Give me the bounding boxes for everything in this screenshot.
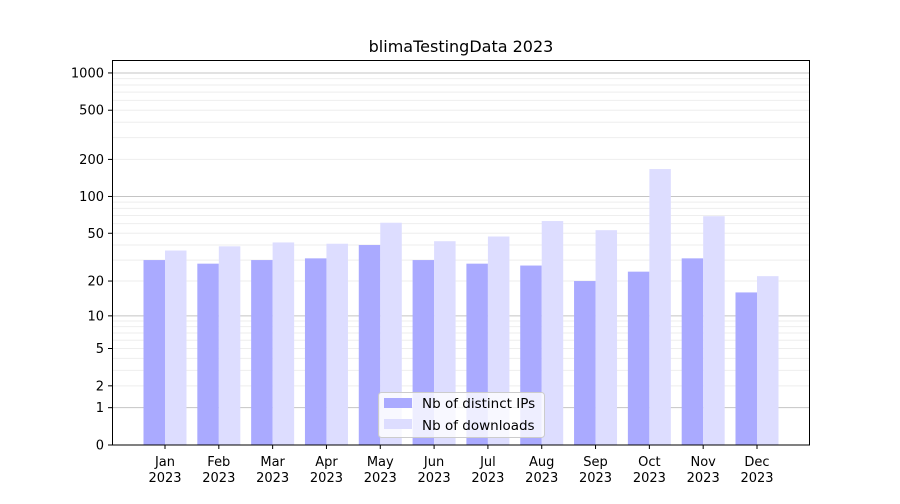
x-tick-label: 2023 (310, 471, 343, 486)
y-tick-label: 0 (96, 439, 104, 454)
y-tick-label: 1 (96, 401, 104, 416)
x-tick-label: Aug (529, 455, 554, 470)
bar-downloads (218, 246, 241, 445)
bar-downloads (272, 242, 295, 445)
bar-ips (197, 263, 219, 445)
x-tick-label: Sep (583, 455, 608, 470)
x-tick-label: 2023 (525, 471, 558, 486)
y-tick-label: 10 (87, 309, 104, 324)
x-tick-label: Mar (260, 455, 285, 470)
legend-swatch-downloads (384, 419, 412, 429)
legend-label-downloads: Nb of downloads (422, 418, 535, 434)
x-tick-label: 2023 (687, 471, 720, 486)
x-tick-label: Feb (207, 455, 230, 470)
x-tick-label: Oct (638, 455, 660, 470)
plot-frame (112, 60, 810, 446)
bar-ips (735, 292, 757, 445)
bar-downloads (326, 243, 348, 445)
bar-downloads (165, 250, 187, 445)
x-tick-label: Dec (744, 455, 769, 470)
y-tick-label: 50 (87, 227, 104, 242)
legend-label-ips: Nb of distinct IPs (422, 396, 535, 412)
x-axis: Jan2023Feb2023Mar2023Apr2023May2023Jun20… (148, 445, 774, 486)
bar-ips (627, 271, 650, 445)
legend-swatch-ips (384, 398, 412, 408)
chart-title: blimaTestingData 2023 (369, 37, 554, 56)
y-tick-label: 200 (79, 153, 104, 168)
x-tick-label: Nov (690, 455, 716, 470)
y-tick-label: 100 (79, 190, 104, 205)
legend-box (378, 392, 545, 438)
x-tick-label: 2023 (740, 471, 773, 486)
x-tick-label: Jan (154, 455, 175, 470)
x-tick-label: Apr (315, 455, 338, 470)
bar-ips (681, 258, 704, 445)
bar-ips (143, 260, 165, 445)
y-axis: 0 1 2 5 10 20 50 100 200 500 1000 (71, 66, 112, 454)
x-tick-label: May (367, 455, 394, 470)
x-tick-label: 2023 (633, 471, 666, 486)
bar-downloads (703, 216, 725, 445)
y-tick-label: 5 (96, 342, 104, 357)
y-tick-label: 1000 (71, 66, 104, 81)
bar-ips (574, 281, 596, 445)
y-tick-label: 2 (96, 379, 104, 394)
bar-ips (304, 258, 327, 445)
x-tick-label: 2023 (202, 471, 235, 486)
bar-downloads (649, 169, 671, 445)
x-tick-label: Jun (423, 455, 444, 470)
x-tick-label: 2023 (364, 471, 397, 486)
y-tick-label: 500 (79, 104, 104, 119)
legend: Nb of distinct IPs Nb of downloads (378, 392, 545, 438)
bar-ips (358, 245, 381, 445)
y-tick-label: 20 (87, 275, 104, 290)
x-tick-label: Jul (479, 455, 496, 470)
x-tick-label: 2023 (471, 471, 504, 486)
x-tick-label: 2023 (418, 471, 451, 486)
bar-downloads (595, 230, 618, 445)
x-tick-label: 2023 (148, 471, 181, 486)
x-tick-label: 2023 (256, 471, 289, 486)
bar-downloads (541, 221, 564, 445)
bar-downloads (380, 222, 402, 445)
bar-ips (251, 260, 273, 445)
x-tick-label: 2023 (579, 471, 612, 486)
bar-downloads (757, 276, 779, 445)
